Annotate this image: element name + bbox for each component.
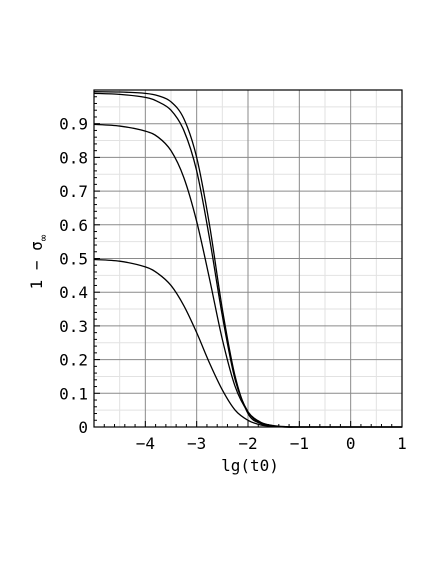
y-axis-title-main: 1 − σ: [27, 241, 46, 289]
x-tick-label: 0: [346, 434, 356, 453]
y-tick-labels: 0 0.1 0.2 0.3 0.4 0.5 0.6 0.7 0.8 0.9: [59, 115, 88, 437]
y-tick-label: 0.5: [59, 250, 88, 269]
x-tick-label: −4: [136, 434, 155, 453]
y-tick-label: 0.9: [59, 115, 88, 134]
y-tick-label: 0.2: [59, 351, 88, 370]
y-tick-label: 0: [78, 418, 88, 437]
y-tick-label: 0.7: [59, 182, 88, 201]
x-axis-title: lg(t0): [221, 456, 279, 475]
y-tick-label: 0.4: [59, 283, 88, 302]
x-tick-label: −2: [238, 434, 257, 453]
y-axis-title-group: 1 − σ∞: [27, 234, 50, 289]
y-axis-title-subscript: ∞: [37, 234, 50, 241]
x-tick-label: 1: [397, 434, 407, 453]
x-tick-label: −1: [290, 434, 309, 453]
y-tick-label: 0.8: [59, 148, 88, 167]
y-tick-label: 0.3: [59, 317, 88, 336]
x-tick-label: −3: [187, 434, 206, 453]
y-tick-label: 0.1: [59, 384, 88, 403]
y-axis-title: 1 − σ∞: [27, 234, 50, 289]
axis-ticks: [93, 89, 403, 428]
y-tick-label: 0.6: [59, 216, 88, 235]
x-tick-labels: −4 −3 −2 −1 0 1: [136, 434, 407, 453]
